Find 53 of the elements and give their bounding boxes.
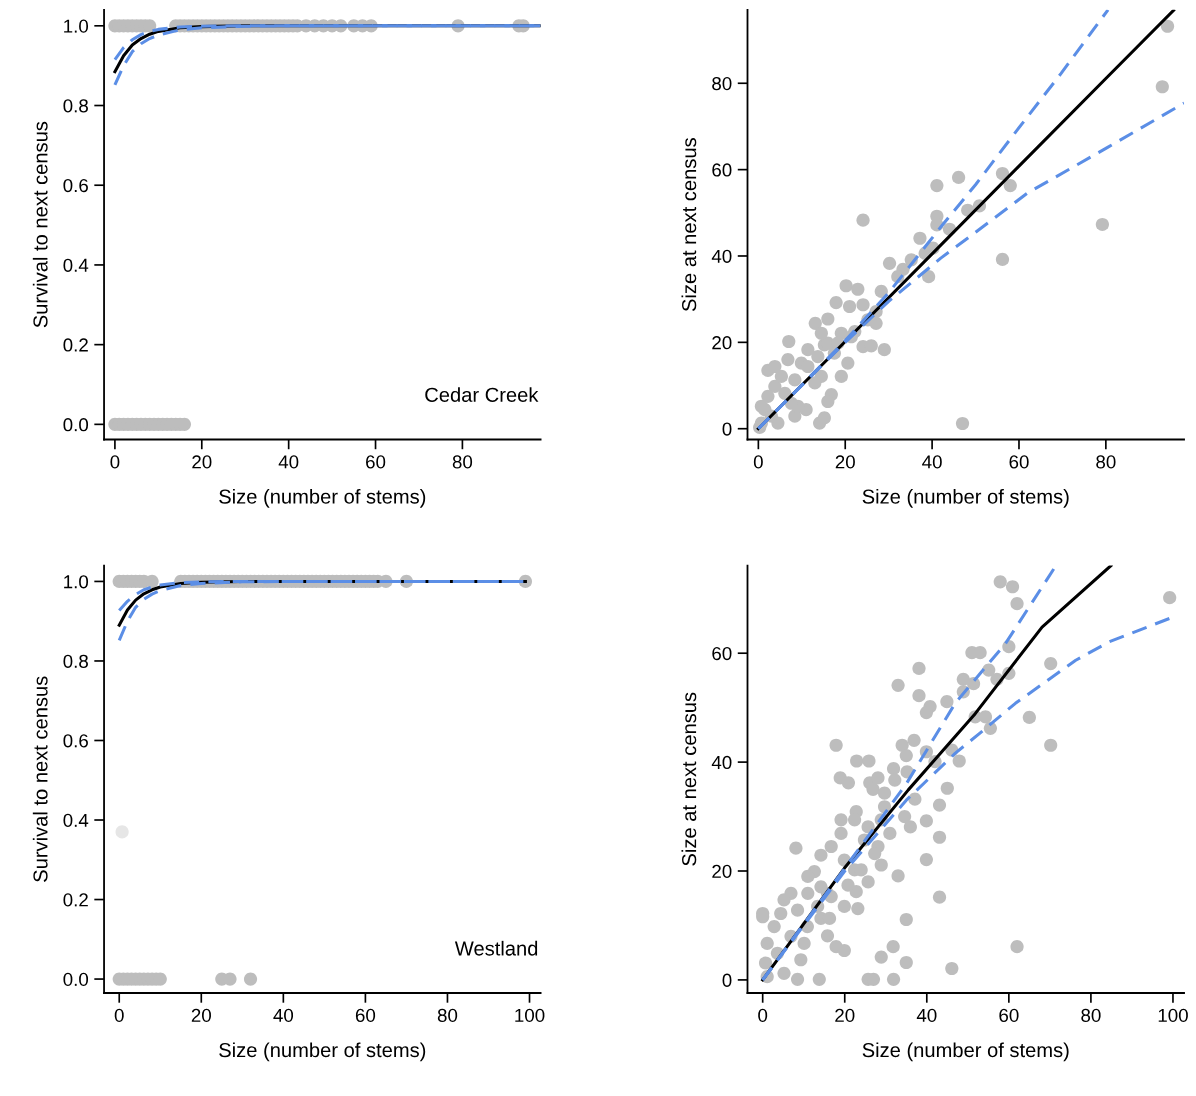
y-tick-label: 40: [711, 755, 732, 770]
x-tick-label: 80: [437, 1008, 458, 1023]
y-tick-label: 1.0: [64, 19, 89, 33]
y-tick-label: 60: [712, 646, 732, 661]
x-tick-label: 20: [192, 455, 212, 469]
x-tick-label: 80: [452, 455, 473, 469]
x-tick-label: 20: [835, 1008, 855, 1023]
x-tick-label: 40: [273, 1008, 294, 1023]
x-tick-label: 0: [110, 455, 120, 469]
x-tick-label: 20: [191, 1008, 211, 1023]
y-tick-label: 0.6: [63, 178, 88, 193]
x-tick-label: 100: [1158, 1008, 1188, 1023]
y-tick-label: 0.0: [63, 418, 89, 432]
x-tick-label: 80: [1081, 1008, 1101, 1023]
y-tick-label: 0: [722, 422, 732, 436]
y-axis-title: Size at next census: [681, 692, 697, 866]
x-axis-title: Size (number of stems): [862, 488, 1069, 508]
y-axis-title: Survival to next census: [32, 676, 48, 882]
y-tick-label: 60: [712, 163, 732, 177]
y-tick-label: 0.0: [63, 972, 89, 987]
x-tick-label: 20: [835, 455, 855, 469]
y-tick-label: 0.6: [63, 734, 88, 748]
y-tick-label: 1.0: [64, 575, 89, 589]
x-tick-label: 0: [758, 1008, 768, 1023]
y-tick-label: 80: [712, 76, 732, 91]
y-tick-label: 40: [711, 249, 732, 263]
y-tick-label: 0: [722, 973, 732, 987]
annotation: Cedar Creek: [425, 387, 539, 402]
x-tick-label: 60: [355, 1008, 376, 1023]
x-axis-title: Size (number of stems): [862, 1042, 1069, 1062]
y-tick-label: 0.4: [63, 258, 89, 272]
x-axis-title: Size (number of stems): [219, 1042, 426, 1062]
x-tick-label: 40: [916, 1008, 937, 1023]
x-tick-label: 100: [515, 1008, 545, 1023]
x-tick-label: 60: [1009, 455, 1029, 469]
y-tick-label: 20: [712, 336, 732, 350]
y-tick-label: 20: [712, 864, 732, 878]
x-tick-label: 80: [1096, 455, 1116, 469]
x-tick-label: 0: [753, 455, 763, 469]
y-axis-title: Survival to next census: [32, 121, 48, 328]
y-tick-label: 0.8: [63, 99, 88, 113]
x-tick-label: 40: [278, 455, 299, 469]
x-tick-label: 60: [999, 1008, 1019, 1023]
x-tick-label: 40: [922, 455, 942, 469]
x-tick-label: 60: [366, 455, 386, 469]
x-tick-label: 0: [114, 1008, 124, 1023]
y-tick-label: 0.2: [63, 893, 88, 907]
y-axis-title: Size at next census: [681, 138, 697, 312]
annotation: Westland: [454, 940, 538, 956]
y-tick-label: 0.8: [63, 654, 88, 668]
y-tick-label: 0.4: [63, 813, 89, 827]
x-axis-title: Size (number of stems): [219, 488, 426, 508]
y-tick-label: 0.2: [63, 338, 88, 352]
